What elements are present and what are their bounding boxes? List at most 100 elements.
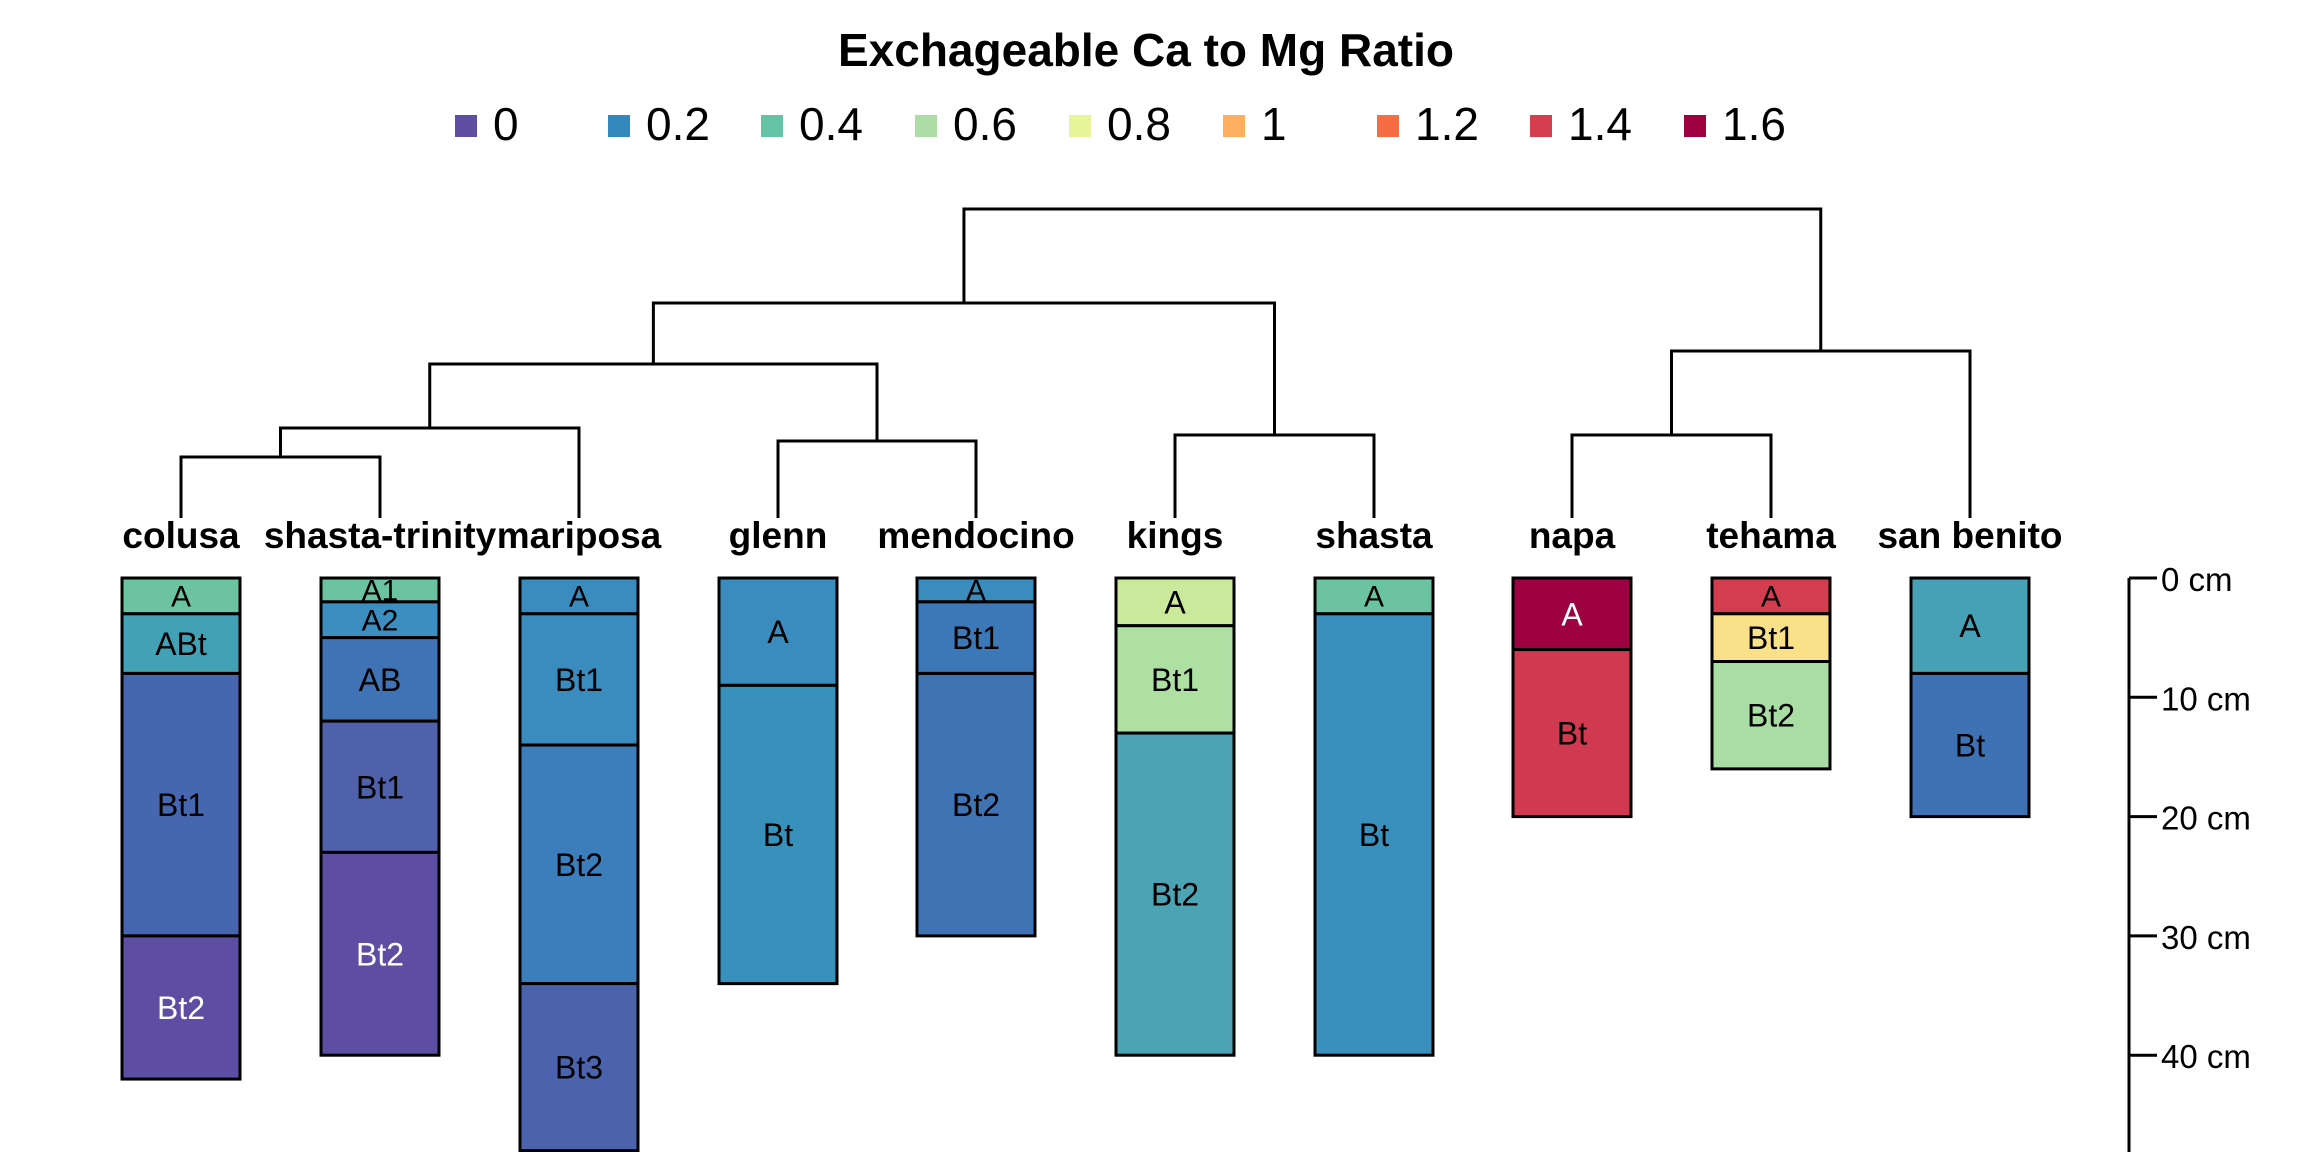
horizon-label-mendocino-bt2: Bt2 xyxy=(952,787,1000,823)
horizon-mariposa-bt3 xyxy=(518,982,640,1152)
horizon-tehama-bt1 xyxy=(1710,612,1832,664)
horizon-shasta-bt xyxy=(1313,612,1435,1057)
profile-name-mendocino: mendocino xyxy=(877,515,1074,556)
horizon-napa-bt xyxy=(1511,648,1633,819)
horizon-san-benito-bt xyxy=(1909,671,2031,819)
horizon-label-colusa-abt: ABt xyxy=(155,626,207,662)
legend-label-0-2: 0.2 xyxy=(646,98,710,150)
legend-swatch-0-2 xyxy=(608,115,630,137)
profile-mendocino: mendocino A Bt1 Bt2 xyxy=(877,515,1075,938)
chart-title: Exchageable Ca to Mg Ratio xyxy=(838,24,1454,76)
horizon-label-san-benito-a: A xyxy=(1959,608,1981,644)
depth-axis: 0 cm 10 cm 20 cm 30 cm 40 cm xyxy=(2127,561,2251,1152)
horizon-label-kings-a: A xyxy=(1164,584,1186,620)
horizon-label-colusa-a: A xyxy=(171,581,191,614)
horizon-label-napa-a: A xyxy=(1561,596,1583,632)
horizon-shasta-a xyxy=(1313,576,1435,616)
dendrogram xyxy=(179,207,1972,518)
horizon-mariposa-bt2 xyxy=(518,743,640,986)
horizon-napa-a xyxy=(1511,576,1633,652)
dendro-branch-root xyxy=(962,207,1823,351)
profile-kings: kings A Bt1 Bt2 xyxy=(1114,515,1236,1057)
horizon-label-shasta-trinity-bt2: Bt2 xyxy=(356,936,404,972)
profile-shasta: shasta A Bt xyxy=(1313,515,1435,1057)
horizon-shasta-trinity-bt2 xyxy=(319,850,441,1057)
horizon-label-tehama-bt2: Bt2 xyxy=(1747,698,1795,734)
dendro-branch-group-b xyxy=(651,301,1276,435)
horizon-label-shasta-bt: Bt xyxy=(1359,817,1389,853)
horizon-label-napa-bt: Bt xyxy=(1557,716,1587,752)
depth-tick-label-40: 40 cm xyxy=(2161,1038,2251,1075)
legend-label-1-6: 1.6 xyxy=(1722,98,1786,150)
horizon-label-mariposa-bt3: Bt3 xyxy=(555,1050,603,1086)
horizon-label-shasta-a: A xyxy=(1364,581,1384,614)
horizon-mendocino-bt2 xyxy=(915,671,1037,938)
horizon-label-mariposa-bt1: Bt1 xyxy=(555,662,603,698)
horizon-label-shasta-trinity-bt1: Bt1 xyxy=(356,769,404,805)
profile-napa: napa A Bt xyxy=(1511,515,1633,819)
legend-swatch-0-6 xyxy=(915,115,937,137)
profile-glenn: glenn A Bt xyxy=(717,515,839,986)
legend-swatch-1-6 xyxy=(1684,115,1706,137)
dendro-branch-mariposa xyxy=(279,426,581,518)
profile-tehama: tehama A Bt1 Bt2 xyxy=(1706,515,1836,771)
legend-swatch-0-8 xyxy=(1069,115,1091,137)
legend-label-0: 0 xyxy=(493,98,519,150)
legend-swatch-1-4 xyxy=(1530,115,1552,137)
horizon-label-colusa-bt2: Bt2 xyxy=(157,990,205,1026)
legend-label-1-4: 1.4 xyxy=(1568,98,1632,150)
horizon-shasta-trinity-ab xyxy=(319,636,441,723)
dendro-branch-kings-shasta xyxy=(1173,433,1376,518)
profile-san-benito: san benito A Bt xyxy=(1877,515,2063,819)
horizon-glenn-bt xyxy=(717,683,839,986)
profile-name-shasta: shasta xyxy=(1315,515,1433,556)
legend-label-0-4: 0.4 xyxy=(799,98,863,150)
horizon-label-shasta-trinity-ab: AB xyxy=(359,662,402,698)
legend: 0 0.2 0.4 0.6 0.8 1 1.2 1.4 1.6 xyxy=(455,98,1786,150)
horizon-kings-bt2 xyxy=(1114,731,1236,1057)
horizon-kings-a xyxy=(1114,576,1236,628)
horizon-mariposa-bt1 xyxy=(518,612,640,747)
horizon-colusa-bt2 xyxy=(120,934,242,1081)
profile-name-san-benito: san benito xyxy=(1877,515,2062,556)
horizon-label-glenn-bt: Bt xyxy=(763,817,793,853)
depth-tick-label-30: 30 cm xyxy=(2161,919,2251,956)
horizon-colusa-a xyxy=(120,576,242,616)
dendro-branch-napa-tehama xyxy=(1570,433,1773,518)
horizon-tehama-bt2 xyxy=(1710,660,1832,771)
horizon-tehama-a xyxy=(1710,576,1832,616)
depth-tick-label-20: 20 cm xyxy=(2161,800,2251,837)
horizon-label-shasta-trinity-a2: A2 xyxy=(362,605,399,638)
horizon-mendocino-bt1 xyxy=(915,600,1037,675)
horizon-label-colusa-bt1: Bt1 xyxy=(157,787,205,823)
dendro-branch-glenn-mendocino xyxy=(776,439,978,518)
horizon-colusa-bt1 xyxy=(120,671,242,938)
legend-label-1-2: 1.2 xyxy=(1415,98,1479,150)
depth-tick-label-10: 10 cm xyxy=(2161,680,2251,717)
profile-name-tehama: tehama xyxy=(1706,515,1836,556)
legend-swatch-0-4 xyxy=(761,115,783,137)
profile-mariposa: mariposa A Bt1 Bt2 Bt3 xyxy=(497,515,662,1152)
legend-swatch-1 xyxy=(1223,115,1245,137)
legend-swatch-0 xyxy=(455,115,477,137)
horizon-colusa-abt xyxy=(120,612,242,675)
legend-label-0-8: 0.8 xyxy=(1107,98,1171,150)
profile-name-kings: kings xyxy=(1127,515,1224,556)
horizon-label-mariposa-bt2: Bt2 xyxy=(555,847,603,883)
horizon-kings-bt1 xyxy=(1114,624,1236,735)
horizon-label-mendocino-bt1: Bt1 xyxy=(952,620,1000,656)
profiles: colusaAABtBt1Bt2shasta-trinityA1A2ABBt1B… xyxy=(120,515,2063,1152)
profile-name-mariposa: mariposa xyxy=(497,515,662,556)
legend-swatch-1-2 xyxy=(1377,115,1399,137)
profile-name-napa: napa xyxy=(1529,515,1616,556)
profile-colusa: colusa A ABt Bt1 Bt2 xyxy=(120,515,242,1081)
horizon-label-kings-bt1: Bt1 xyxy=(1151,662,1199,698)
horizon-label-kings-bt2: Bt2 xyxy=(1151,877,1199,913)
horizon-label-tehama-a: A xyxy=(1761,581,1781,614)
horizon-label-tehama-bt1: Bt1 xyxy=(1747,620,1795,656)
profile-name-colusa: colusa xyxy=(122,515,240,556)
horizon-label-san-benito-bt: Bt xyxy=(1955,728,1985,764)
horizon-label-mendocino-a: A xyxy=(966,575,986,608)
